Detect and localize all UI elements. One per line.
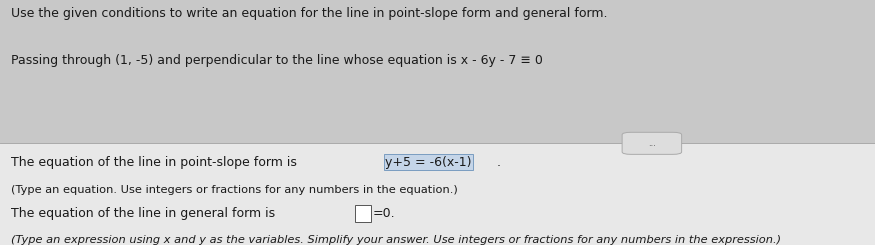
Text: The equation of the line in general form is: The equation of the line in general form… [11, 207, 279, 220]
Text: (Type an equation. Use integers or fractions for any numbers in the equation.): (Type an equation. Use integers or fract… [11, 185, 458, 195]
Text: (Type an expression using x and y as the variables. Simplify your answer. Use in: (Type an expression using x and y as the… [11, 235, 781, 245]
Text: y+5 = -6(x-1): y+5 = -6(x-1) [385, 156, 472, 169]
Text: ...: ... [648, 139, 656, 148]
Text: The equation of the line in point-slope form is: The equation of the line in point-slope … [11, 156, 301, 169]
FancyBboxPatch shape [0, 0, 875, 143]
FancyBboxPatch shape [622, 132, 682, 154]
Text: Passing through (1, -5) and perpendicular to the line whose equation is x - 6y -: Passing through (1, -5) and perpendicula… [11, 54, 543, 67]
FancyBboxPatch shape [0, 143, 875, 245]
Text: Use the given conditions to write an equation for the line in point-slope form a: Use the given conditions to write an equ… [11, 7, 608, 20]
Text: =0.: =0. [373, 207, 396, 220]
Text: .: . [497, 156, 501, 169]
